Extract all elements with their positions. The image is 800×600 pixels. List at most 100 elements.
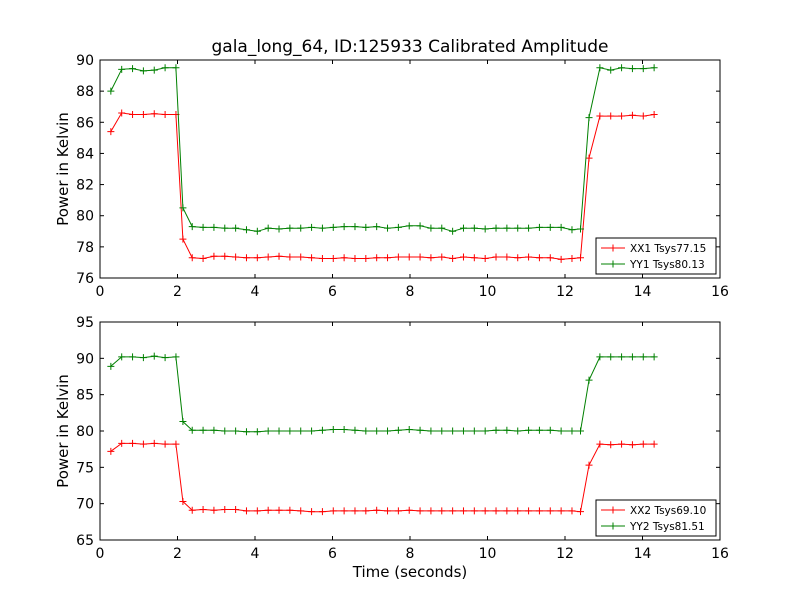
data-point (535, 426, 543, 434)
data-point (470, 507, 478, 515)
data-point (264, 253, 272, 261)
data-point (139, 111, 147, 118)
data-point (188, 426, 196, 434)
data-point (384, 254, 392, 262)
data-point (179, 497, 187, 505)
data-point (459, 253, 467, 261)
data-point (405, 253, 413, 261)
data-point (150, 352, 158, 360)
data-point (286, 506, 294, 514)
data-point (373, 223, 381, 231)
data-point (172, 353, 180, 361)
data-point (232, 505, 240, 513)
data-point (210, 252, 218, 260)
y-tick-label: 80 (76, 424, 94, 440)
data-point (275, 252, 283, 260)
series-line (110, 112, 655, 260)
data-point (546, 426, 554, 434)
data-point (107, 362, 115, 370)
x-tick-label: 2 (173, 546, 182, 562)
y-tick-label: 82 (76, 178, 94, 194)
data-point (210, 223, 218, 231)
data-point (650, 64, 658, 72)
data-point (585, 461, 593, 469)
data-point (438, 253, 446, 261)
data-point (340, 254, 348, 262)
data-point (242, 254, 250, 262)
data-point (118, 439, 126, 447)
data-point (449, 227, 457, 235)
data-point (139, 354, 147, 362)
y-tick-label: 76 (76, 271, 94, 287)
data-point (628, 111, 636, 119)
data-point (286, 427, 294, 435)
data-point (297, 224, 305, 232)
data-point (161, 354, 169, 362)
x-tick-label: 2 (173, 284, 182, 300)
data-point (139, 440, 147, 448)
data-point (546, 254, 554, 262)
data-point (150, 439, 158, 447)
x-tick-label: 0 (96, 546, 105, 562)
data-point (329, 223, 337, 231)
x-tick-label: 6 (328, 546, 337, 562)
data-point (618, 112, 626, 120)
data-point (373, 427, 381, 435)
data-point (179, 204, 187, 212)
data-point (172, 64, 180, 72)
legend-marker (609, 506, 617, 514)
data-point (628, 353, 636, 361)
data-point (438, 224, 446, 232)
data-point (253, 507, 261, 515)
data-point (297, 427, 305, 435)
data-point (253, 428, 261, 436)
data-point (242, 226, 250, 234)
data-point (199, 426, 207, 434)
x-tick-label: 6 (328, 284, 337, 300)
data-point (607, 353, 615, 361)
x-axis-label: Time (seconds) (352, 563, 468, 581)
data-point (449, 427, 457, 435)
series-2 (107, 352, 658, 436)
x-tick-label: 10 (479, 284, 497, 300)
data-point (535, 223, 543, 231)
series-line (110, 67, 655, 232)
data-point (596, 440, 604, 448)
data-point (470, 254, 478, 262)
data-point (639, 65, 647, 73)
data-point (384, 507, 392, 515)
data-point (557, 427, 565, 435)
legend-label: XX1 Tsys77.15 (630, 243, 706, 255)
data-point (596, 353, 604, 361)
data-point (577, 427, 584, 435)
data-point (492, 253, 500, 261)
x-tick-label: 12 (556, 284, 574, 300)
data-point (405, 222, 413, 230)
y-tick-label: 70 (76, 497, 94, 513)
data-point (318, 224, 326, 232)
data-point (546, 223, 554, 231)
data-point (470, 427, 478, 435)
data-point (275, 506, 283, 514)
data-point (199, 505, 207, 513)
data-point (568, 507, 576, 515)
data-point (535, 254, 543, 262)
y-tick-label: 86 (76, 115, 94, 131)
data-point (607, 441, 615, 449)
data-point (503, 253, 511, 261)
data-point (449, 507, 457, 515)
legend-label: YY1 Tsys80.13 (629, 259, 705, 271)
data-point (329, 426, 337, 434)
data-point (503, 507, 511, 515)
data-point (242, 507, 250, 515)
data-point (384, 224, 392, 232)
x-tick-label: 14 (634, 284, 652, 300)
data-point (188, 223, 196, 231)
data-point (525, 426, 533, 434)
data-point (318, 426, 326, 434)
series-line (110, 442, 655, 513)
y-tick-label: 75 (76, 460, 94, 476)
data-point (438, 427, 446, 435)
data-point (264, 506, 272, 514)
data-point (568, 226, 576, 234)
